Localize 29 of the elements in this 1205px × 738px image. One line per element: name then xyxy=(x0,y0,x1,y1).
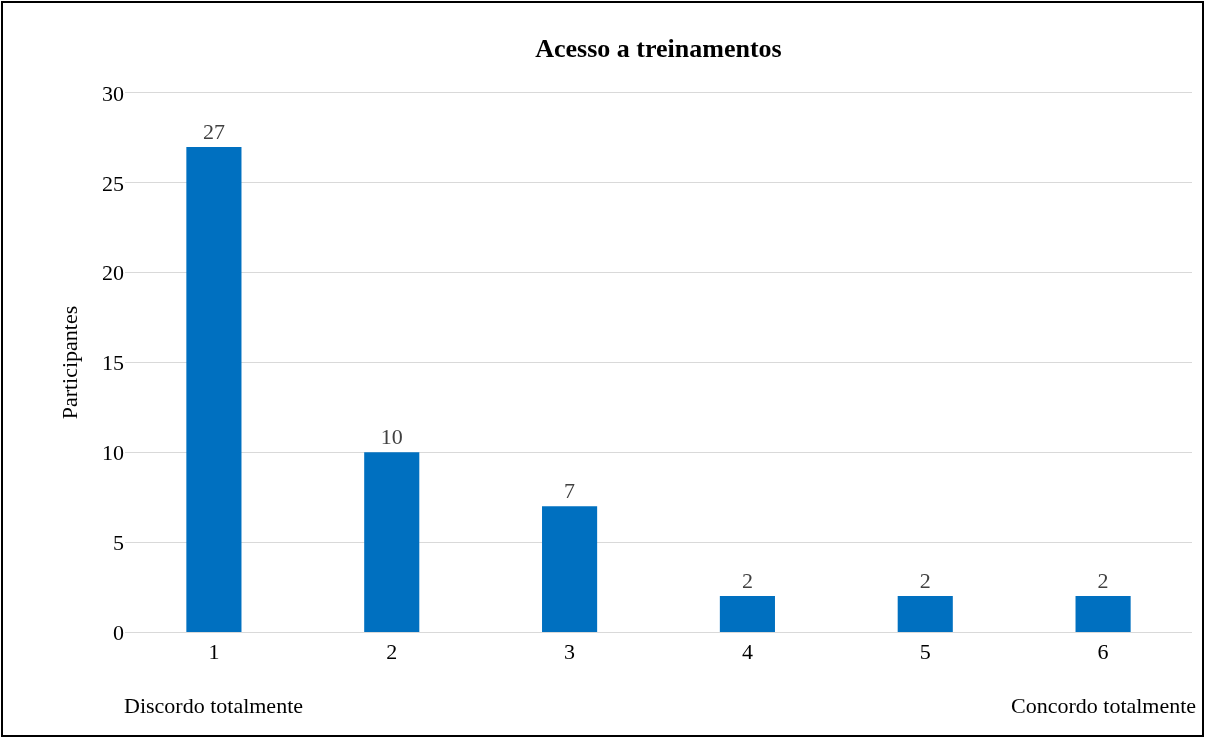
data-label: 7 xyxy=(564,478,576,504)
bar xyxy=(186,146,242,632)
data-label: 2 xyxy=(741,568,753,594)
bar xyxy=(542,506,598,632)
chart-title: Acesso a treinamentos xyxy=(535,34,782,64)
bar xyxy=(1075,596,1131,632)
text: Discordo totalmente xyxy=(124,693,304,718)
y-tick-label: 25 xyxy=(102,170,124,196)
x-tick-label: 5 xyxy=(919,639,931,665)
y-tick-label: 30 xyxy=(102,80,124,106)
text: Concordo totalmente xyxy=(1011,693,1197,718)
data-label: 27 xyxy=(202,118,225,144)
y-tick-label: 20 xyxy=(102,260,124,286)
x-tick-label: 4 xyxy=(741,639,753,665)
x-tick-label: 2 xyxy=(386,639,398,665)
y-tick-label: 10 xyxy=(102,440,124,466)
bar xyxy=(364,452,420,632)
bar xyxy=(897,596,953,632)
y-tick-label: 5 xyxy=(113,529,124,555)
x-tick-label: 3 xyxy=(564,639,576,665)
y-axis-title: Participantes xyxy=(56,305,82,420)
bar xyxy=(719,596,775,632)
x-tick-label: 1 xyxy=(208,639,220,665)
data-label: 2 xyxy=(1097,568,1109,594)
data-label: 2 xyxy=(919,568,931,594)
x-tick-label: 6 xyxy=(1097,639,1109,665)
y-tick-label: 15 xyxy=(102,350,124,376)
y-tick-label: 0 xyxy=(113,619,124,645)
data-label: 10 xyxy=(380,424,403,450)
